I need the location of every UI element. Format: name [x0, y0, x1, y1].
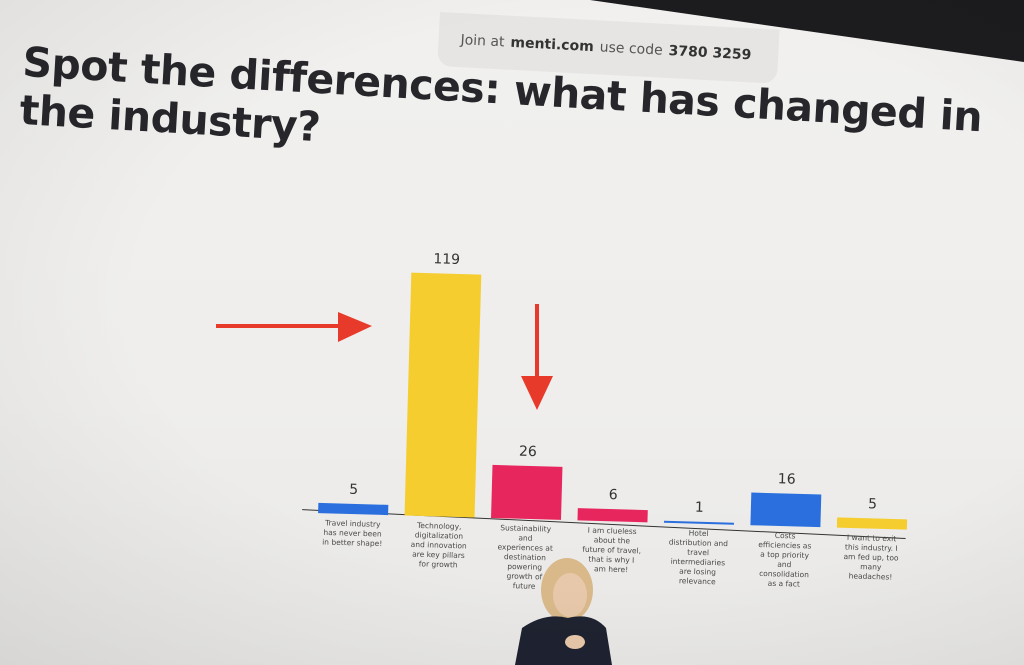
value-label-1: 5	[349, 482, 358, 498]
category-label-2: Technology,digitalizationand innovationa…	[410, 521, 468, 570]
bar-6	[750, 492, 822, 528]
presenter-hand	[565, 635, 585, 649]
arrow-right-head	[338, 312, 372, 342]
category-label-3: Sustainabilityandexperiences atdestinati…	[496, 523, 553, 591]
value-label-7: 5	[868, 496, 877, 512]
annotation-arrow-down	[521, 304, 553, 410]
value-label-6: 16	[778, 471, 796, 487]
bar-1	[318, 502, 389, 516]
category-label-6: Costsefficiencies asa top priorityandcon…	[757, 530, 812, 588]
category-label-1: Travel industryhas never beenin better s…	[322, 518, 383, 548]
annotation-arrow-right	[216, 312, 372, 342]
bar-7	[836, 517, 908, 530]
arrow-down-head	[521, 376, 553, 410]
presenter-body	[515, 616, 612, 665]
value-label-2: 119	[433, 251, 460, 268]
chart-baseline	[302, 509, 906, 540]
bar-3	[491, 464, 563, 520]
bar-4	[577, 508, 648, 523]
value-label-5: 1	[695, 500, 704, 516]
value-label-3: 26	[519, 444, 537, 460]
value-label-4: 6	[609, 487, 618, 503]
bar-2	[404, 272, 482, 518]
category-label-7: I want to exitthis industry. Iam fed up,…	[843, 533, 900, 582]
presenter-face	[553, 573, 587, 617]
category-label-5: Hoteldistribution andtravelintermediarie…	[668, 528, 729, 587]
category-label-4: I am cluelessabout thefuture of travel,t…	[582, 526, 642, 575]
bar-5	[663, 520, 734, 525]
